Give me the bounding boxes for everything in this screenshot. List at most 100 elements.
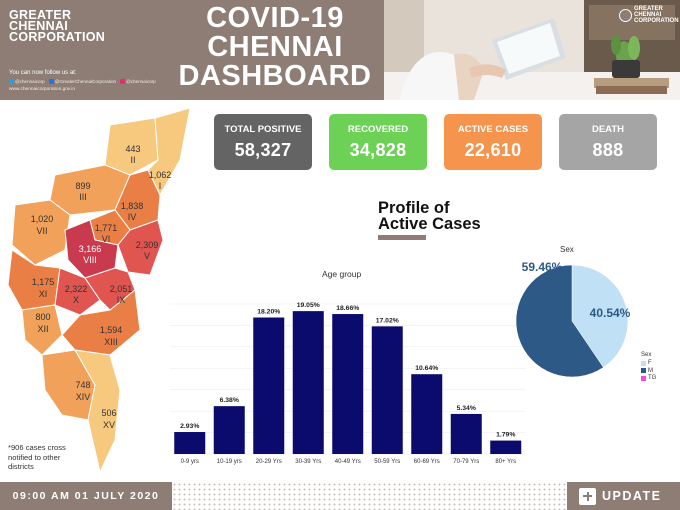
zone-count-VII: 1,020 [31, 214, 54, 224]
recovered-label: RECOVERED [347, 124, 409, 135]
bar-category-label: 50-59 Yrs [374, 459, 400, 465]
zone-roman-IV: IV [128, 212, 137, 222]
total-positive-card: TOTAL POSITIVE 58,327 [214, 114, 312, 170]
zone-roman-V: V [144, 251, 150, 261]
zone-count-X: 2,322 [65, 284, 88, 294]
bar-category-label: 60-69 Yrs [414, 459, 440, 465]
legend-swatch-m [641, 368, 646, 373]
bar-category-label: 0-9 yrs [181, 459, 199, 465]
legend-item-tg: TG [641, 375, 656, 381]
gcc-logo: GREATER CHENNAI CORPORATION [619, 6, 679, 24]
pie-slice-m [515, 264, 604, 378]
zone-roman-XII: XII [37, 324, 48, 334]
zone-count-IV: 1,838 [121, 201, 144, 211]
header-banner: GREATER CHENNAI CORPORATION You can now … [0, 0, 680, 100]
pie-slice-f [571, 264, 629, 368]
dashboard-title: COVID-19 CHENNAI DASHBOARD [178, 2, 372, 92]
website-link[interactable]: www.chennaicorporation.gov.in [9, 87, 76, 92]
death-card: DEATH 888 [559, 114, 657, 170]
zone-roman-VII: VII [36, 226, 47, 236]
facebook-icon [48, 79, 54, 85]
zone-roman-VI: VI [102, 234, 111, 244]
zone-roman-I: I [159, 181, 162, 191]
pie-label-f: 40.54% [590, 306, 631, 320]
zone-roman-II: II [130, 155, 135, 165]
bar-20-29-yrs [253, 317, 285, 454]
recovered-value: 34,828 [349, 140, 407, 160]
sex-legend: Sex F M TG [641, 352, 656, 383]
bar-category-label: 20-29 Yrs [256, 459, 282, 465]
seal-icon [619, 8, 632, 22]
bar-60-69-yrs [411, 374, 443, 454]
zone-region-VII [11, 199, 71, 266]
active-cases-card: ACTIVE CASES 22,610 [444, 114, 542, 170]
zone-count-IX: 2,051 [110, 284, 133, 294]
bar-40-49-yrs [332, 314, 364, 454]
social-links: @chennaicorp @GreaterChennaiCorporation … [9, 79, 156, 85]
zone-count-VIII: 3,166 [79, 244, 102, 254]
bar-category-label: 80+ Yrs [495, 459, 516, 465]
bar-data-label: 17.02% [376, 317, 399, 324]
instagram-link[interactable]: @chennaicorp [120, 79, 156, 85]
bar-data-label: 18.20% [257, 309, 280, 316]
twitter-link[interactable]: @chennaicorp [9, 79, 45, 85]
zone-region-XII [21, 304, 63, 356]
footer-pattern [172, 482, 567, 510]
death-label: DEATH [591, 124, 625, 135]
bar-data-label: 2.93% [180, 423, 199, 430]
zone-region-II [104, 117, 159, 176]
zone-count-II: 443 [125, 144, 140, 154]
follow-text: You can now follow us at: [9, 70, 77, 76]
profile-title: Profile of Active Cases [378, 199, 481, 233]
twitter-handle: @chennaicorp [15, 79, 45, 84]
zone-region-X [54, 267, 101, 316]
zone-roman-VIII: VIII [83, 255, 97, 265]
zone-count-I: 1,062 [149, 170, 172, 180]
zone-roman-IX: IX [117, 295, 126, 305]
facebook-link[interactable]: @GreaterChennaiCorporation [48, 79, 116, 85]
zone-count-XI: 1,175 [32, 277, 55, 287]
legend-swatch-f [641, 360, 646, 366]
bar-category-label: 10-19 yrs [217, 459, 242, 465]
map-footnote: *906 cases cross notified to other distr… [8, 443, 66, 471]
instagram-handle: @chennaicorp [126, 79, 156, 84]
bar-10-19-yrs [213, 406, 245, 454]
age-chart-title: Age group [322, 269, 362, 279]
bar-30-39-yrs [292, 311, 324, 454]
bar-50-59-yrs [371, 326, 403, 454]
legend-label-tg: TG [648, 375, 657, 381]
zone-region-XIII [61, 289, 141, 356]
plus-icon [579, 487, 596, 505]
bar-data-label: 1.79% [496, 432, 515, 439]
update-label: UPDATE [602, 489, 662, 503]
sex-chart-title: Sex [560, 245, 574, 254]
zone-count-V: 2,309 [136, 240, 159, 250]
active-cases-label: ACTIVE CASES [457, 124, 529, 135]
update-timestamp: 09:00 AM 01 JULY 2020 [0, 482, 172, 510]
update-button[interactable]: UPDATE [567, 482, 680, 510]
profile-underline [378, 235, 426, 240]
bar-data-label: 18.66% [336, 305, 359, 312]
active-cases-value: 22,610 [464, 140, 522, 160]
bar-80-yrs [490, 440, 522, 454]
zone-roman-III: III [79, 192, 87, 202]
zone-roman-XV: XV [103, 420, 115, 430]
bar-data-label: 10.64% [415, 365, 438, 372]
bar-category-label: 40-49 Yrs [335, 459, 361, 465]
bar-data-label: 6.38% [220, 397, 239, 404]
bar-0-9-yrs [174, 432, 206, 454]
zone-roman-XIII: XIII [104, 337, 118, 347]
zone-count-VI: 1,771 [95, 223, 118, 233]
bar-70-79-yrs [450, 413, 482, 454]
bar-data-label: 5.34% [457, 405, 476, 412]
bar-category-label: 70-79 Yrs [453, 459, 479, 465]
zone-count-III: 899 [75, 181, 90, 191]
age-group-chart: 2.93% 0-9 yrs 6.38% 10-19 yrs 18.20% 20-29 Yr… [170, 302, 526, 465]
zone-count-XV: 506 [101, 408, 116, 418]
twitter-icon [9, 79, 14, 85]
instagram-icon [120, 79, 126, 85]
pie-label-m: 59.46% [522, 260, 563, 274]
total-positive-value: 58,327 [234, 140, 292, 160]
recovered-card: RECOVERED 34,828 [329, 114, 427, 170]
zone-roman-XI: XI [39, 289, 48, 299]
